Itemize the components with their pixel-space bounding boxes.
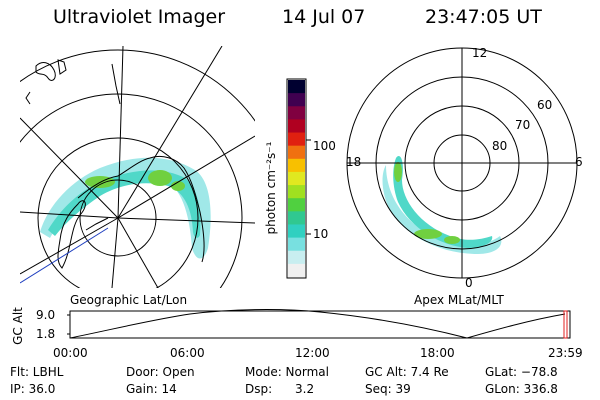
current-time-marker — [563, 310, 568, 339]
colorbar-band — [288, 132, 305, 147]
colorbar-tick-10: 10 — [313, 227, 329, 241]
timeline-ytick-high: 9.0 — [36, 308, 56, 322]
coastlines — [25, 59, 205, 269]
lat-label-80: 80 — [492, 139, 508, 153]
aurora-right-core — [393, 156, 493, 248]
colorbar-band — [288, 250, 305, 265]
colorbar-band — [288, 237, 305, 252]
colorbar — [286, 78, 311, 279]
lon-lines — [20, 46, 255, 288]
status-mode: Mode: Normal — [245, 365, 329, 379]
app-title: Ultraviolet Imager — [53, 6, 226, 28]
colorbar-band — [288, 171, 305, 186]
colorbar-tick-100: 100 — [313, 139, 336, 153]
polar-plot — [346, 47, 578, 279]
colorbar-band — [288, 224, 305, 239]
lat-label-70: 70 — [515, 118, 531, 132]
mlt-label-0: 0 — [465, 276, 473, 290]
lat-label-60: 60 — [537, 98, 553, 112]
timeline-xtick-1800: 18:00 — [420, 346, 455, 360]
mlt-label-12: 12 — [472, 46, 488, 60]
status-door: Door: Open — [126, 365, 195, 379]
colorbar-band — [288, 106, 305, 120]
status-glat: GLat: −78.8 — [485, 365, 558, 379]
timeline-ytick-low: 1.8 — [36, 327, 56, 341]
timeline-axis-label: GC Alt — [11, 307, 25, 345]
status-ip: IP: 36.0 — [10, 382, 56, 396]
aurora-right-bright — [394, 162, 460, 244]
status-dsp: Dsp: 3.2 — [245, 382, 315, 396]
colorbar-band — [288, 185, 305, 199]
right-panel-caption: Apex MLat/MLT — [414, 293, 504, 307]
geographic-map — [20, 46, 255, 288]
lat-circles — [20, 49, 255, 288]
altitude-timeline — [67, 309, 571, 339]
status-glon: GLon: 336.8 — [485, 382, 558, 396]
timeline-xtick-0000: 00:00 — [53, 346, 88, 360]
mlt-label-6: 6 — [575, 155, 583, 169]
colorbar-band — [288, 198, 305, 212]
status-gc-alt: GC Alt: 7.4 Re — [365, 365, 449, 379]
altitude-curve — [69, 309, 566, 339]
colorbar-band — [288, 145, 305, 160]
colorbar-label: photon cm⁻²s⁻¹ — [264, 141, 278, 235]
status-filter: Flt: LBHL — [10, 365, 64, 379]
status-seq: Seq: 39 — [365, 382, 411, 396]
colorbar-band — [288, 263, 305, 278]
mlt-label-18: 18 — [346, 155, 362, 169]
left-panel-caption: Geographic Lat/Lon — [70, 293, 188, 307]
timeline-xtick-2359: 23:59 — [548, 346, 583, 360]
colorbar-band — [288, 93, 305, 107]
aurora-left — [40, 157, 211, 259]
time-label: 23:47:05 UT — [425, 6, 542, 28]
aurora-right — [382, 165, 502, 254]
timeline-xtick-0600: 06:00 — [170, 346, 205, 360]
colorbar-band — [288, 158, 305, 173]
polar-grid — [346, 47, 578, 279]
status-gain: Gain: 14 — [126, 382, 177, 396]
orbit-track — [20, 227, 109, 284]
colorbar-band — [288, 80, 305, 94]
timeline-xtick-1200: 12:00 — [295, 346, 330, 360]
colorbar-band — [288, 119, 305, 134]
colorbar-band — [288, 211, 305, 225]
date-label: 14 Jul 07 — [282, 6, 366, 28]
